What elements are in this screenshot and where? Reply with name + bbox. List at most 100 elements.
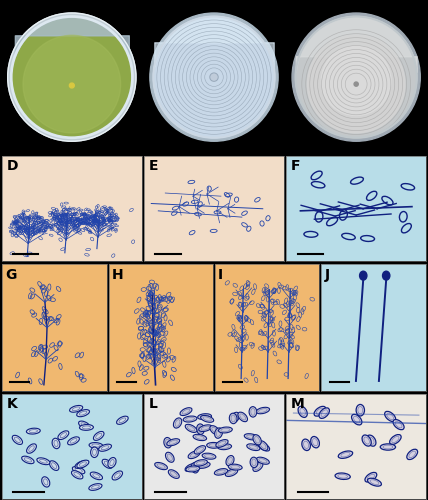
Ellipse shape [70, 406, 83, 412]
Ellipse shape [166, 452, 174, 462]
Ellipse shape [89, 484, 102, 490]
Ellipse shape [228, 464, 242, 470]
Ellipse shape [167, 438, 180, 446]
Text: J: J [324, 268, 330, 282]
Ellipse shape [368, 478, 381, 486]
Wedge shape [13, 16, 131, 77]
Ellipse shape [27, 444, 36, 454]
Circle shape [69, 83, 74, 88]
Ellipse shape [68, 437, 80, 445]
Circle shape [321, 46, 391, 116]
Ellipse shape [194, 460, 208, 466]
Circle shape [360, 271, 367, 280]
Ellipse shape [351, 414, 362, 425]
Ellipse shape [168, 470, 179, 478]
Ellipse shape [231, 412, 239, 422]
Ellipse shape [37, 458, 50, 464]
Ellipse shape [259, 441, 268, 450]
Ellipse shape [229, 413, 237, 424]
Circle shape [131, 0, 297, 161]
Ellipse shape [214, 468, 228, 475]
Ellipse shape [199, 425, 212, 432]
Ellipse shape [259, 442, 270, 451]
Ellipse shape [249, 406, 257, 417]
Ellipse shape [407, 449, 418, 460]
Circle shape [153, 16, 275, 138]
Ellipse shape [180, 408, 192, 416]
Ellipse shape [226, 456, 234, 466]
Ellipse shape [196, 424, 204, 434]
Ellipse shape [72, 466, 85, 474]
Ellipse shape [365, 472, 377, 482]
Ellipse shape [244, 434, 258, 440]
Ellipse shape [250, 457, 258, 468]
Circle shape [150, 13, 278, 141]
Ellipse shape [319, 408, 330, 418]
Ellipse shape [77, 460, 89, 468]
Text: L: L [149, 398, 158, 411]
Ellipse shape [193, 434, 207, 440]
Ellipse shape [52, 438, 60, 448]
Ellipse shape [238, 412, 247, 422]
Circle shape [0, 0, 155, 161]
Text: A: A [6, 12, 17, 26]
Circle shape [296, 16, 417, 138]
Ellipse shape [186, 466, 200, 472]
Text: I: I [218, 268, 223, 282]
Ellipse shape [93, 432, 104, 440]
Circle shape [292, 13, 420, 141]
Ellipse shape [196, 462, 210, 468]
Text: G: G [5, 268, 17, 282]
Ellipse shape [207, 442, 220, 448]
Ellipse shape [362, 435, 371, 446]
Ellipse shape [155, 462, 167, 469]
Ellipse shape [393, 420, 404, 430]
Text: B: B [149, 12, 159, 26]
Circle shape [354, 82, 358, 86]
Ellipse shape [79, 421, 90, 429]
Ellipse shape [247, 444, 260, 450]
Circle shape [383, 271, 390, 280]
Ellipse shape [311, 436, 319, 448]
Ellipse shape [218, 427, 232, 433]
Circle shape [211, 74, 217, 80]
Text: M: M [291, 398, 304, 411]
Ellipse shape [112, 471, 122, 480]
Ellipse shape [253, 462, 263, 471]
Ellipse shape [188, 451, 200, 458]
Ellipse shape [50, 461, 59, 470]
Ellipse shape [385, 412, 395, 422]
Ellipse shape [256, 457, 269, 464]
Ellipse shape [75, 461, 87, 468]
Ellipse shape [191, 462, 199, 473]
Ellipse shape [42, 477, 50, 487]
Text: K: K [6, 398, 17, 411]
Ellipse shape [253, 434, 261, 445]
Ellipse shape [77, 410, 89, 416]
Ellipse shape [335, 473, 350, 480]
Ellipse shape [99, 444, 111, 452]
Ellipse shape [90, 472, 103, 480]
Ellipse shape [256, 408, 270, 414]
Ellipse shape [218, 444, 232, 450]
Ellipse shape [389, 434, 401, 444]
Circle shape [11, 16, 132, 138]
Ellipse shape [185, 424, 197, 432]
Ellipse shape [89, 442, 103, 448]
Ellipse shape [183, 416, 197, 422]
Ellipse shape [164, 438, 172, 448]
Ellipse shape [338, 451, 353, 458]
Ellipse shape [302, 439, 310, 450]
Ellipse shape [202, 453, 216, 459]
Text: F: F [291, 160, 300, 173]
Ellipse shape [194, 446, 205, 454]
Ellipse shape [108, 458, 116, 468]
Ellipse shape [102, 460, 113, 468]
Text: C: C [291, 12, 301, 26]
Ellipse shape [71, 470, 83, 479]
Ellipse shape [22, 456, 34, 464]
Circle shape [273, 0, 428, 161]
Ellipse shape [173, 418, 182, 428]
Ellipse shape [367, 435, 376, 446]
Ellipse shape [214, 428, 223, 438]
